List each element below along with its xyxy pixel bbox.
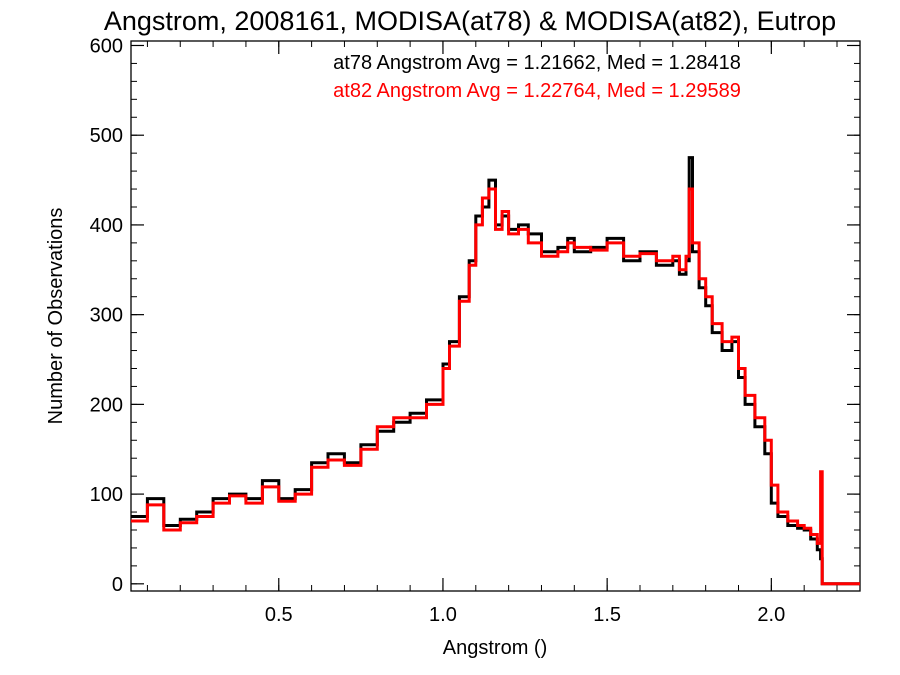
y-axis-label: Number of Observations	[45, 208, 67, 425]
plot-frame	[130, 40, 861, 592]
y-tick-label: 300	[90, 305, 123, 327]
series-line-1	[131, 187, 860, 586]
x-tick-label: 1.5	[593, 604, 621, 626]
annotation-at82: at82 Angstrom Avg = 1.22764, Med = 1.295…	[333, 80, 741, 102]
series-layer	[131, 156, 860, 586]
y-tick-label: 600	[90, 35, 123, 57]
y-tick-label: 400	[90, 215, 123, 237]
y-tick-label: 500	[90, 125, 123, 147]
axis-tick-labels: 0.5 1.0 1.5 2.0 0 100 200 300 400 500 600	[90, 35, 786, 626]
x-tick-label: 2.0	[757, 604, 785, 626]
annotation-at78: at78 Angstrom Avg = 1.21662, Med = 1.284…	[333, 52, 741, 74]
x-tick-label: 0.5	[265, 604, 293, 626]
y-tick-label: 200	[90, 394, 123, 416]
x-axis-label: Angstrom ()	[443, 637, 547, 659]
x-tick-label: 1.0	[429, 604, 457, 626]
y-tick-label: 0	[112, 574, 123, 596]
chart-title: Angstrom, 2008161, MODISA(at78) & MODISA…	[104, 6, 836, 36]
y-tick-label: 100	[90, 484, 123, 506]
